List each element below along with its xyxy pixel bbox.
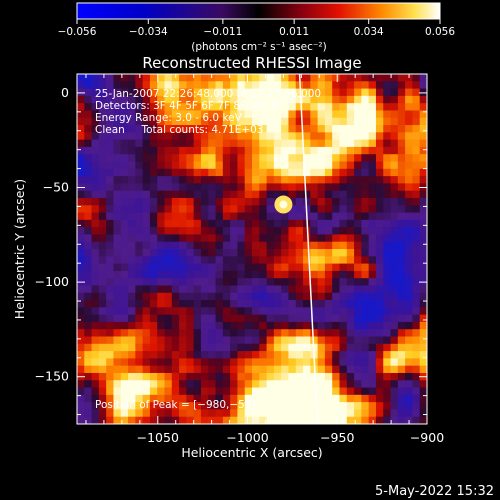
x-tick-label: −1050 — [137, 430, 179, 445]
x-tick-label: −950 — [320, 430, 354, 445]
annotation-detectors: Detectors: 3F 4F 5F 6F 7F 8F, Att 0 — [95, 100, 278, 112]
colorbar: −0.056 −0.034 −0.011 0.011 0.034 0.056 (photo… — [58, 2, 455, 53]
colorbar-units-label: (photons cm⁻² s⁻¹ asec⁻²) — [191, 41, 326, 53]
colorbar-tick-label: 0.056 — [425, 26, 455, 38]
colorbar-tick-label: −0.011 — [203, 26, 242, 38]
annotation-time-range: 25-Jan-2007 22:26:48.000 to 22:27:56.000 — [95, 88, 321, 100]
plot-timestamp: 5-May-2022 15:32 — [375, 484, 494, 499]
y-tick-label: −50 — [43, 180, 69, 195]
annotation-energy-range: Energy Range: 3.0 - 6.0 keV — [95, 112, 243, 124]
plot-area: −1050 −1000 −950 −900 0 −50 −100 −150 — [35, 73, 444, 445]
annotation-peak-position: Position of Peak = [−980,−59] — [95, 399, 256, 411]
plot-frame — [76, 73, 428, 425]
colorbar-tick-label: −0.056 — [58, 26, 97, 38]
axis-ticks: −1050 −1000 −950 −900 0 −50 −100 −150 — [35, 73, 444, 445]
x-tick-label: −1000 — [226, 430, 268, 445]
colorbar-tick-label: −0.034 — [129, 26, 168, 38]
x-axis-label: Heliocentric X (arcsec) — [181, 445, 322, 460]
y-tick-label: −150 — [35, 369, 69, 384]
chart-title: Reconstructed RHESSI Image — [142, 54, 361, 72]
colorbar-tick-label: 0.011 — [279, 26, 309, 38]
annotation-block: 25-Jan-2007 22:26:48.000 to 22:27:56.000… — [95, 88, 321, 411]
colorbar-gradient — [76, 2, 441, 20]
annotation-clean-counts: Clean Total counts: 4.71E+03 — [95, 124, 264, 136]
colorbar-tick-label: 0.034 — [354, 26, 384, 38]
colorbar-ticks: −0.056 −0.034 −0.011 0.011 0.034 0.056 — [58, 19, 455, 38]
y-tick-label: −100 — [35, 274, 69, 289]
y-axis-label: Heliocentric Y (arcsec) — [12, 179, 27, 319]
y-tick-label: 0 — [61, 85, 69, 100]
heatmap-image — [77, 74, 427, 424]
solar-limb-line — [298, 74, 319, 424]
x-tick-label: −900 — [410, 430, 444, 445]
